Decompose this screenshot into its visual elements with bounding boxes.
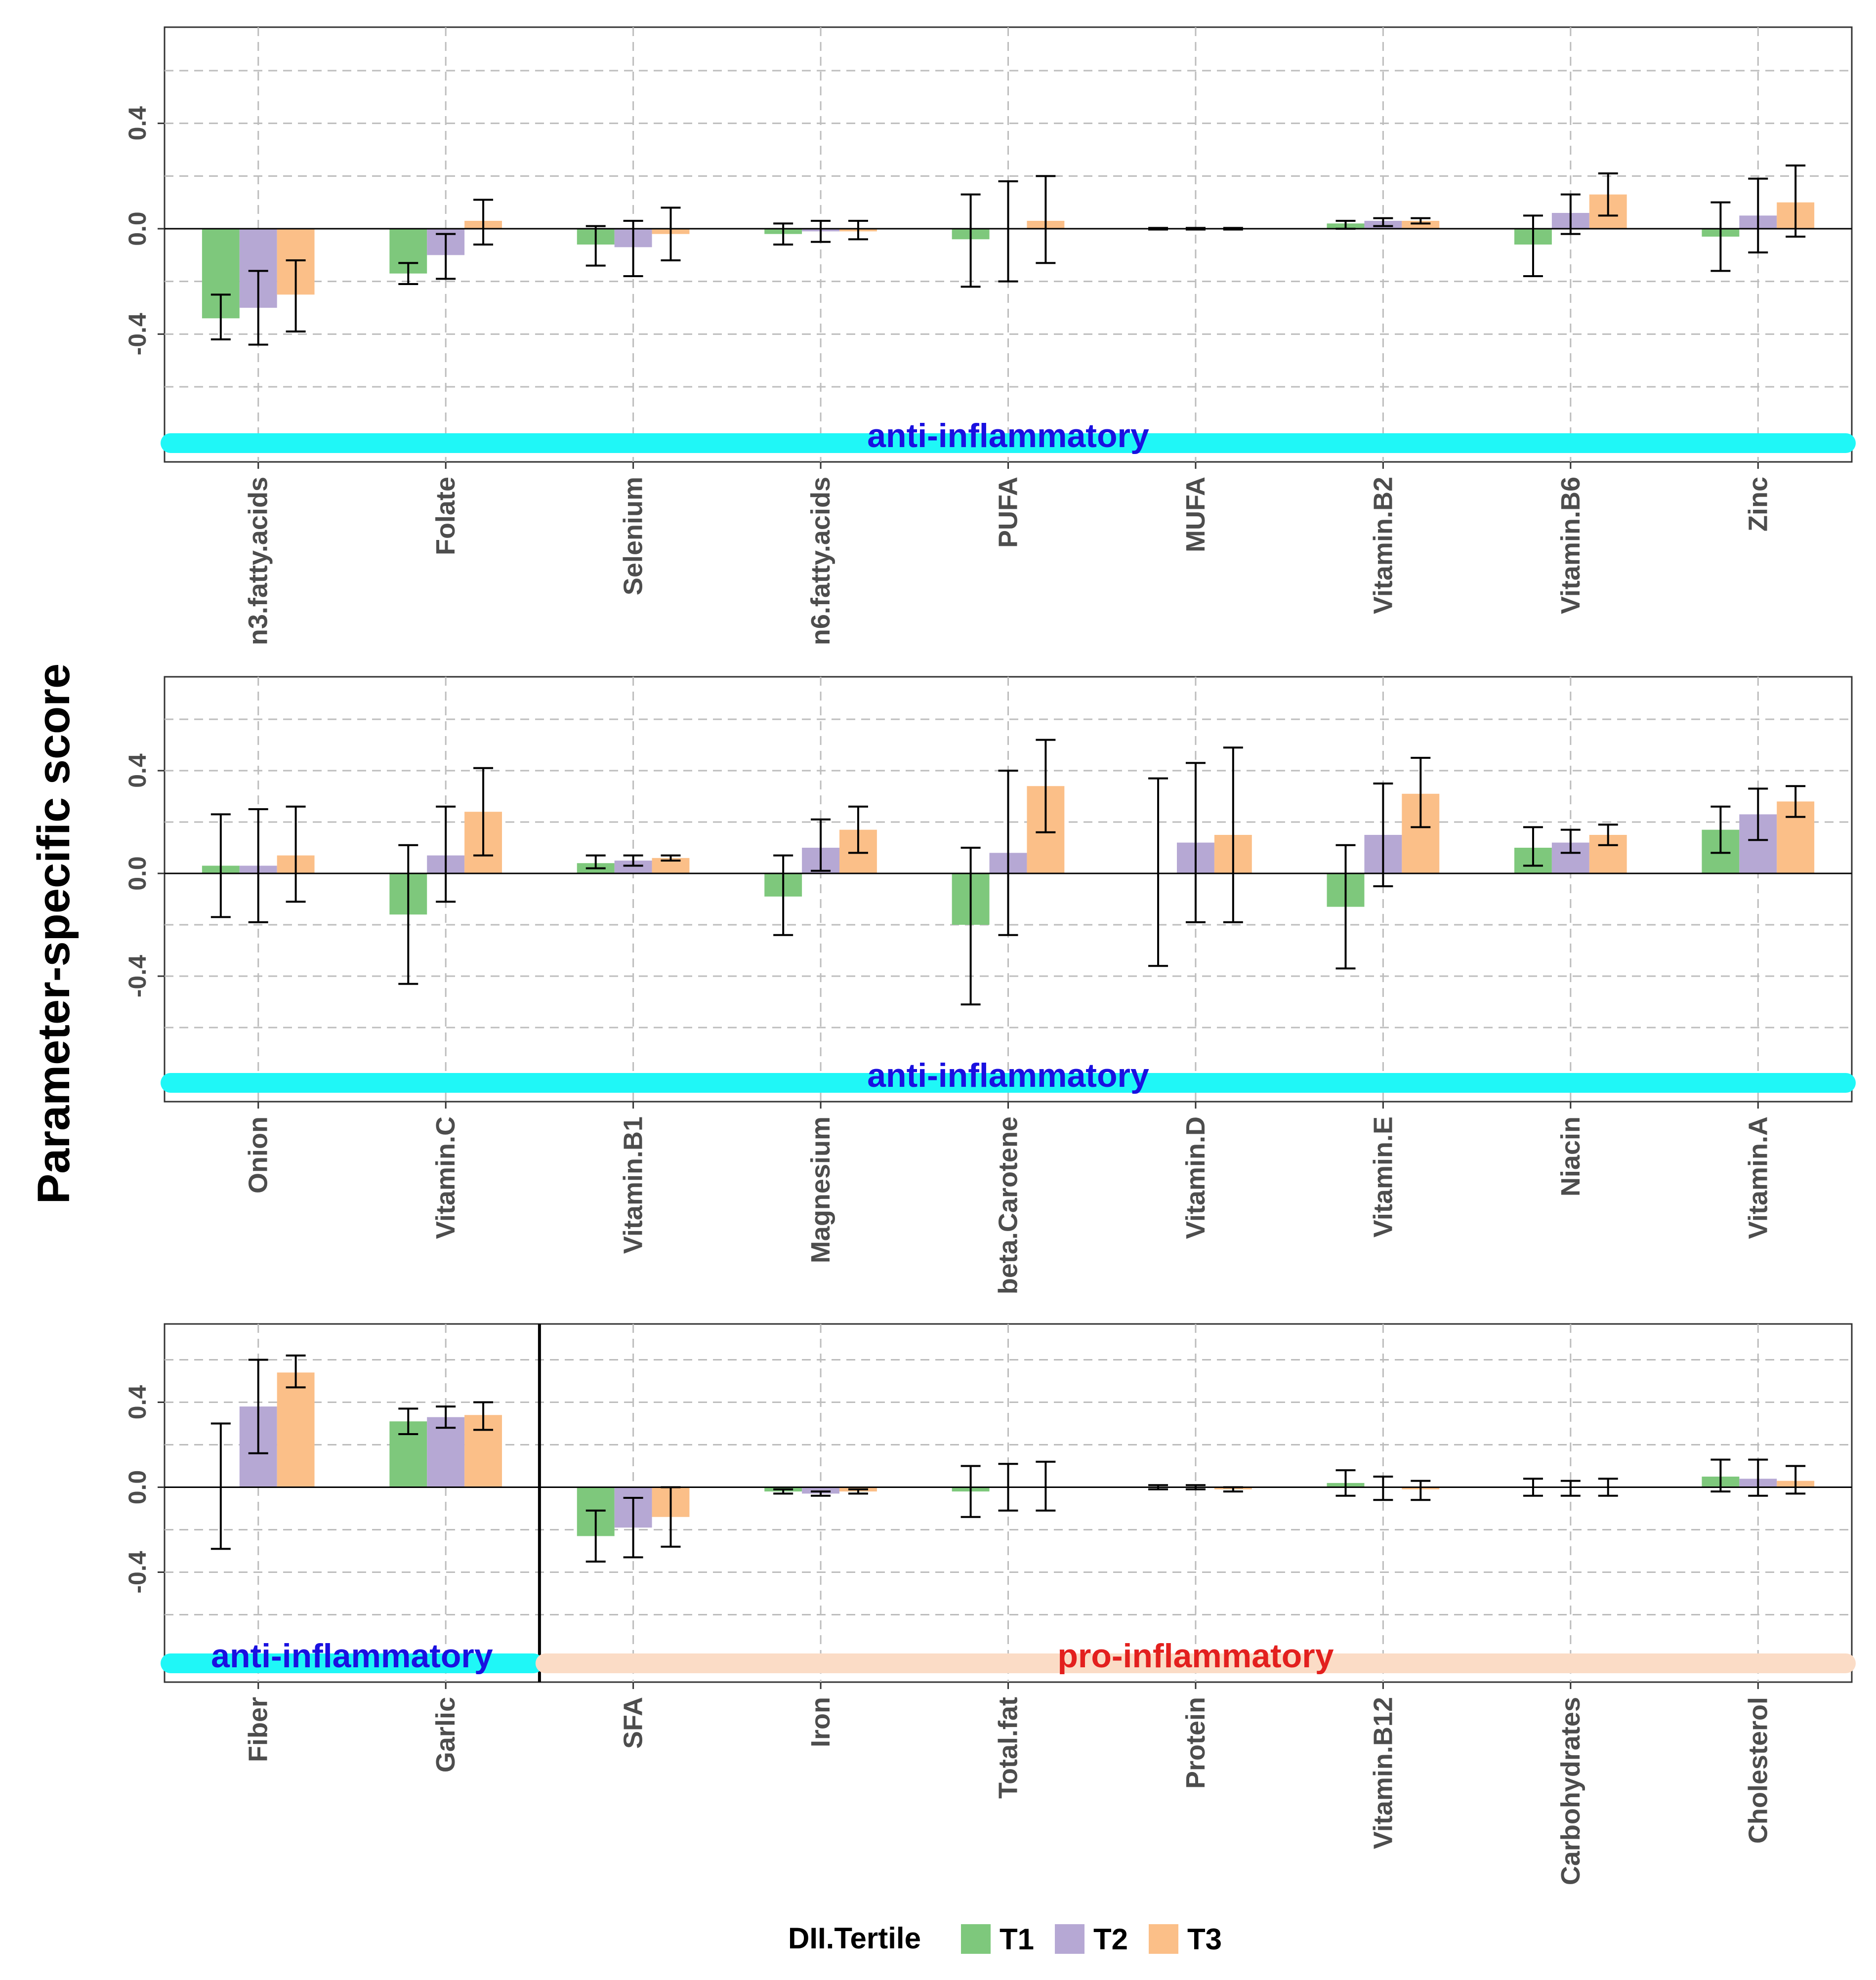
x-tick-label: Vitamin.B6	[1556, 477, 1585, 614]
y-tick-label: -0.4	[124, 955, 151, 997]
x-tick-label: Fiber	[244, 1697, 273, 1762]
legend-label-t3: T3	[1187, 1923, 1222, 1956]
x-tick-label: Vitamin.A	[1743, 1116, 1773, 1239]
anti-inflammatory-label: anti-inflammatory	[211, 1637, 493, 1675]
anti-inflammatory-label: anti-inflammatory	[867, 1057, 1149, 1094]
chart-panel-bottom: 0.4 0.0 -0.4 anti-inflammatory pro-inflammat…	[124, 1323, 1856, 1885]
chart-panel-middle: 0.4 0.0 -0.4 anti-inflammatory Onion Vitamin.…	[124, 676, 1856, 1294]
x-tick-label: Vitamin.C	[431, 1116, 460, 1239]
legend-swatch-t2	[1055, 1924, 1084, 1954]
y-tick-label: 0.4	[124, 1385, 151, 1420]
bar-t3-fiber	[277, 1372, 315, 1487]
x-tick-label: Onion	[244, 1116, 273, 1194]
y-tick-label: 0.4	[124, 106, 151, 141]
x-tick-label: Magnesium	[806, 1116, 835, 1263]
y-axis-label: Parameter-specific score	[29, 663, 79, 1204]
legend-label-t1: T1	[1000, 1923, 1034, 1956]
x-tick-label: MUFA	[1181, 477, 1210, 552]
legend-swatch-t1	[961, 1924, 991, 1954]
x-tick-label: PUFA	[994, 477, 1023, 548]
x-tick-label: Folate	[431, 477, 460, 555]
anti-inflammatory-label: anti-inflammatory	[867, 417, 1149, 454]
chart-panel-top: 0.4 0.0 -0.4 anti-inflammatory n3.fatty.acid…	[124, 26, 1856, 645]
y-tick-label: -0.4	[124, 1551, 151, 1593]
x-tick-label: Protein	[1181, 1697, 1210, 1789]
y-tick-label: 0.0	[124, 211, 151, 246]
x-tick-label: Niacin	[1556, 1116, 1585, 1196]
y-tick-label: -0.4	[124, 313, 151, 355]
bar-t2-garlic	[427, 1417, 465, 1487]
x-tick-label: Carbohydrates	[1556, 1697, 1585, 1885]
legend-label-t2: T2	[1093, 1923, 1128, 1956]
legend-title: DII.Tertile	[788, 1922, 921, 1955]
pro-inflammatory-label: pro-inflammatory	[1057, 1637, 1334, 1675]
y-tick-label: 0.0	[124, 1470, 151, 1505]
x-tick-label: Garlic	[431, 1697, 460, 1773]
x-tick-label: Total.fat	[994, 1697, 1023, 1799]
x-tick-label: SFA	[619, 1697, 648, 1749]
x-tick-label: Iron	[806, 1697, 835, 1747]
y-tick-label: 0.4	[124, 753, 151, 788]
y-tick-label: 0.0	[124, 856, 151, 891]
x-tick-label: Selenium	[619, 477, 648, 595]
x-tick-label: Vitamin.B12	[1368, 1697, 1398, 1849]
x-tick-label: Vitamin.D	[1181, 1116, 1210, 1239]
x-tick-label: n3.fatty.acids	[244, 477, 273, 645]
x-tick-label: Vitamin.B1	[619, 1116, 648, 1254]
x-tick-label: n6.fatty.acids	[806, 477, 835, 645]
x-tick-label: Vitamin.E	[1368, 1116, 1398, 1238]
x-tick-label: Vitamin.B2	[1368, 477, 1398, 614]
x-tick-label: Zinc	[1743, 477, 1773, 532]
x-tick-label: Cholesterol	[1743, 1697, 1773, 1844]
legend-swatch-t3	[1149, 1924, 1178, 1954]
x-tick-label: beta.Carotene	[994, 1116, 1023, 1294]
legend: DII.Tertile T1 T2 T3	[788, 1922, 1222, 1956]
